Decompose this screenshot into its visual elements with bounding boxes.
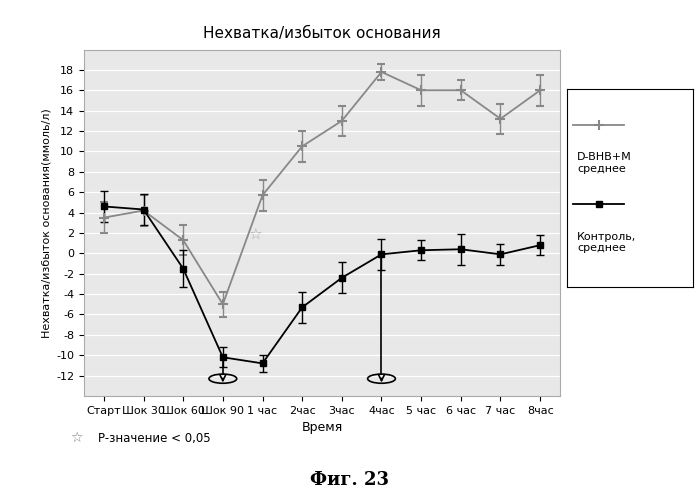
X-axis label: Время: Время (302, 421, 342, 434)
Text: Фиг. 23: Фиг. 23 (311, 471, 389, 489)
Text: P-значение < 0,05: P-значение < 0,05 (98, 432, 211, 445)
Title: Нехватка/избыток основания: Нехватка/избыток основания (203, 26, 441, 42)
Y-axis label: Нехватка/избыток основания(ммоль/л): Нехватка/избыток основания(ммоль/л) (42, 108, 52, 338)
Text: D-BHB+M
среднее: D-BHB+M среднее (577, 152, 632, 174)
Text: ☆: ☆ (70, 431, 83, 445)
Text: ☆: ☆ (248, 228, 261, 243)
Text: Контроль,
среднее: Контроль, среднее (577, 232, 636, 253)
